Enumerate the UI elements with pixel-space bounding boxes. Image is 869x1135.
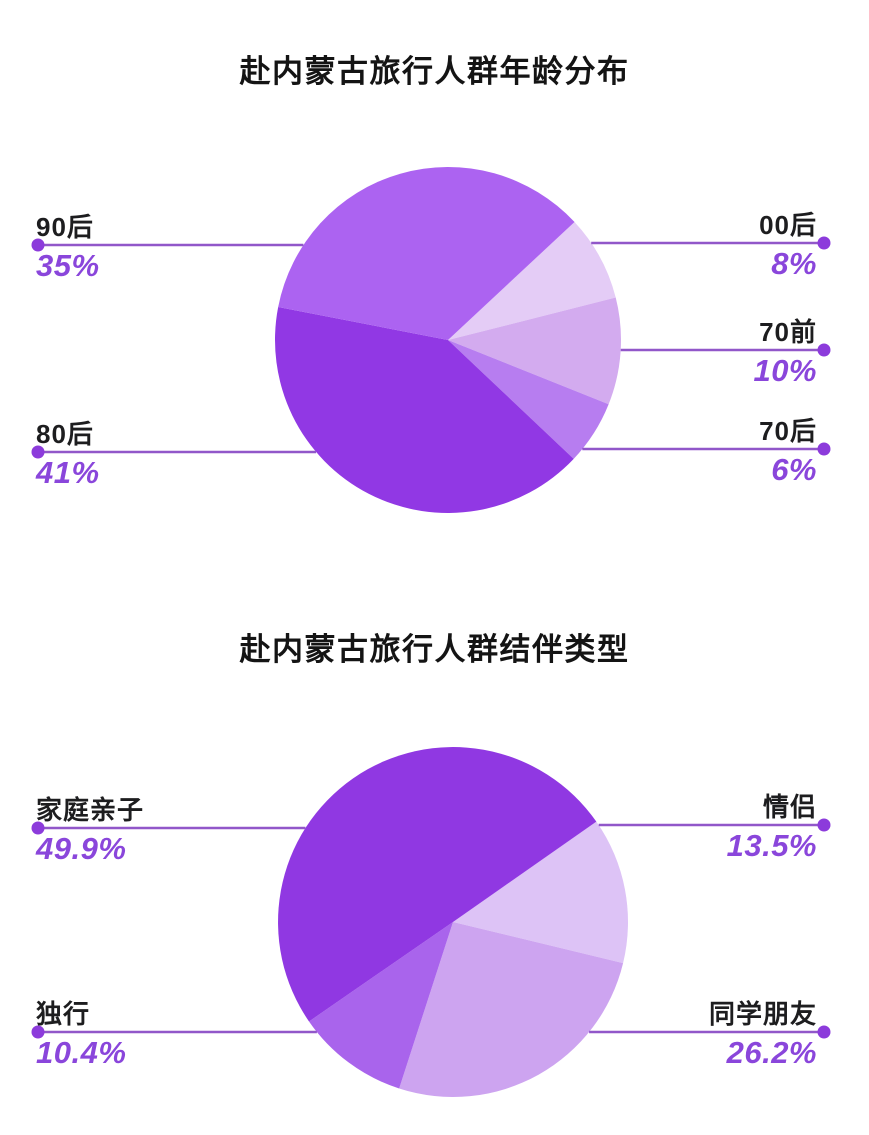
callout-pre-70s: 70前 10% <box>753 315 817 389</box>
leader-dot-post-70s <box>817 442 831 456</box>
leader-dot-couples <box>817 818 831 832</box>
pie-slice-post-00s <box>448 222 616 340</box>
leader-dot-classmates-friends <box>817 1025 831 1039</box>
callout-couples: 情侣 13.5% <box>727 790 817 864</box>
pie-slice-post-80s <box>275 306 574 514</box>
pie-slice-label: 同学朋友 <box>708 999 817 1029</box>
pie-slice-value: 41% <box>36 455 100 490</box>
pie-slice-solo <box>309 922 453 1089</box>
pie-slice-family-kids <box>278 747 597 1022</box>
leader-dot-post-90s <box>31 238 45 252</box>
pie-slice-post-90s <box>278 167 575 340</box>
pie-slice-label: 情侣 <box>762 792 817 822</box>
leader-dot-post-80s <box>31 445 45 459</box>
companion-chart-title: 赴内蒙古旅行人群结伴类型 <box>239 632 630 667</box>
callout-post-70s: 70后 6% <box>759 414 817 488</box>
callout-post-90s: 90后 35% <box>36 210 100 284</box>
pie-slice-value: 26.2% <box>726 1035 817 1070</box>
age-chart-title: 赴内蒙古旅行人群年龄分布 <box>239 54 630 89</box>
leader-dot-pre-70s <box>817 343 831 357</box>
callout-family-kids: 家庭亲子 49.9% <box>36 793 144 867</box>
pie-slice-label: 70前 <box>759 317 817 347</box>
pie-slice-value: 49.9% <box>36 831 127 866</box>
pie-slice-label: 70后 <box>759 416 817 446</box>
leader-dot-solo <box>31 1025 45 1039</box>
pie-slice-value: 13.5% <box>726 828 817 863</box>
callout-solo: 独行 10.4% <box>36 997 126 1071</box>
pie-slice-classmates-friends <box>399 922 624 1098</box>
callout-classmates-friends: 同学朋友 26.2% <box>709 997 817 1071</box>
leader-dot-post-00s <box>817 236 831 250</box>
pie-slice-label: 00后 <box>759 210 817 240</box>
pie-slice-value: 6% <box>771 452 817 487</box>
pie-slice-post-70s <box>448 340 609 459</box>
pie-slice-value: 10% <box>753 353 817 388</box>
pie-slice-value: 35% <box>36 248 100 283</box>
pie-slice-label: 独行 <box>36 999 91 1029</box>
pie-slice-value: 10.4% <box>36 1035 127 1070</box>
callout-post-00s: 00后 8% <box>759 208 817 282</box>
pie-slice-value: 8% <box>771 246 817 281</box>
callout-post-80s: 80后 41% <box>36 417 100 491</box>
pie-slice-pre-70s <box>448 297 621 405</box>
pie-slice-couples <box>453 821 628 964</box>
leader-dot-family-kids <box>31 821 45 835</box>
pie-slice-label: 90后 <box>36 212 94 242</box>
pie-slice-label: 家庭亲子 <box>36 795 145 825</box>
pie-slice-label: 80后 <box>36 419 94 449</box>
